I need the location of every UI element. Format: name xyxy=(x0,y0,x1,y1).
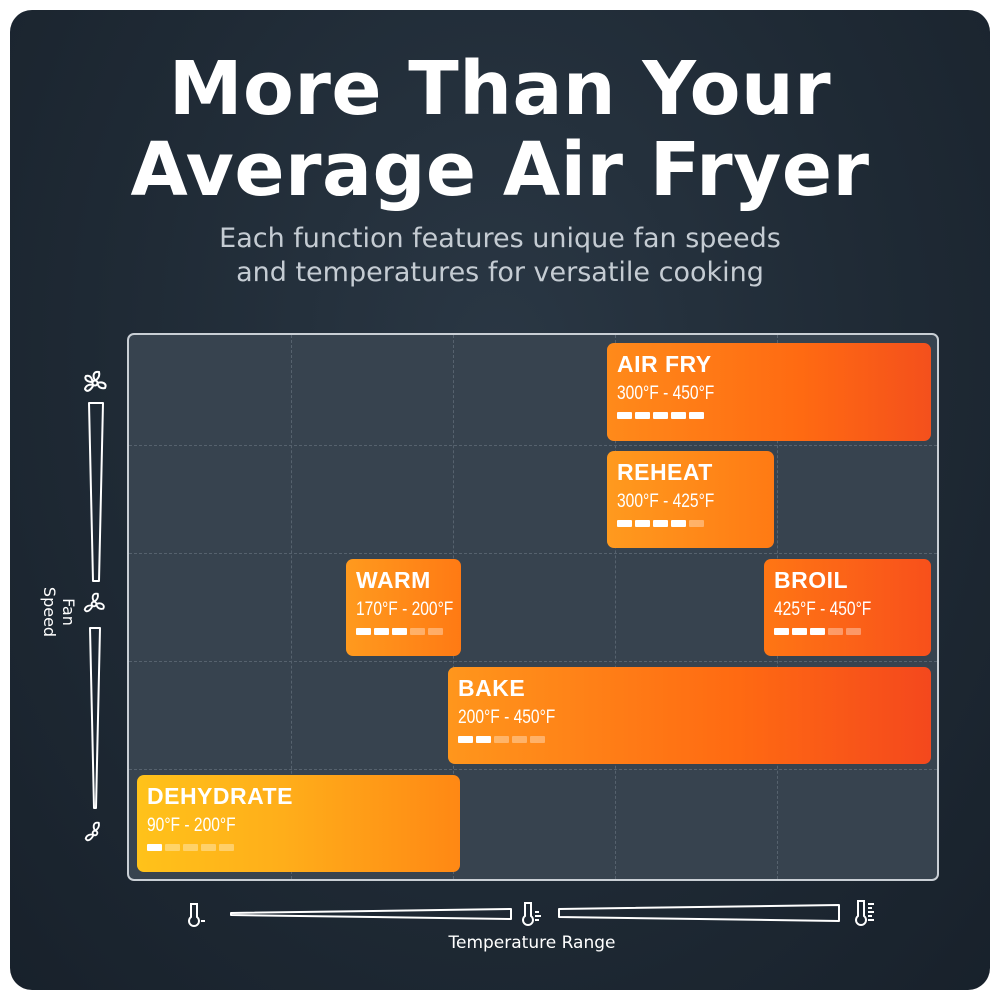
fan-level-segment xyxy=(356,628,371,635)
fan-level-segment xyxy=(846,628,861,635)
grid-line xyxy=(615,335,616,879)
function-name: WARM xyxy=(356,567,431,593)
grid-line xyxy=(291,335,292,879)
fan-level-segment xyxy=(617,412,632,419)
fan-level-segment xyxy=(476,736,491,743)
fan-level-meter xyxy=(617,412,931,419)
function-temp: 170°F - 200°F xyxy=(356,599,454,620)
temperature-wedge-low xyxy=(230,908,512,920)
function-temp: 425°F - 450°F xyxy=(774,599,872,620)
fan-level-segment xyxy=(810,628,825,635)
fan-level-segment xyxy=(165,844,180,851)
fan-level-meter xyxy=(774,628,931,635)
fan-level-segment xyxy=(183,844,198,851)
fan-level-segment xyxy=(530,736,545,743)
fan-level-segment xyxy=(689,520,704,527)
title-line-2: Average Air Fryer xyxy=(130,127,870,213)
function-temp: 90°F - 200°F xyxy=(147,815,236,836)
function-card-air-fry: AIR FRY 300°F - 450°F xyxy=(607,343,931,441)
thermometer-icon xyxy=(188,903,205,927)
x-axis-label: Temperature Range xyxy=(448,933,616,953)
function-card-broil: BROIL 425°F - 450°F xyxy=(764,559,931,656)
fan-level-segment xyxy=(458,736,473,743)
fan-level-segment xyxy=(828,628,843,635)
subtitle-line-1: Each function features unique fan speeds xyxy=(219,223,781,254)
grid-line xyxy=(129,445,937,446)
function-name: DEHYDRATE xyxy=(147,783,293,809)
fan-level-segment xyxy=(147,844,162,851)
fan-icon xyxy=(83,592,105,613)
function-card-bake: BAKE 200°F - 450°F xyxy=(448,667,931,764)
fan-level-segment xyxy=(201,844,216,851)
fan-icon xyxy=(83,370,107,392)
fan-level-segment xyxy=(635,520,650,527)
fan-level-segment xyxy=(671,520,686,527)
function-name: BROIL xyxy=(774,567,849,593)
grid-line xyxy=(129,553,937,554)
fan-level-segment xyxy=(635,412,650,419)
fan-level-segment xyxy=(410,628,425,635)
fan-level-segment xyxy=(617,520,632,527)
function-card-dehydrate: DEHYDRATE 90°F - 200°F xyxy=(137,775,460,872)
fan-level-segment xyxy=(689,412,704,419)
function-card-reheat: REHEAT 300°F - 425°F xyxy=(607,451,774,548)
fan-level-segment xyxy=(774,628,789,635)
function-temp: 300°F - 450°F xyxy=(617,383,715,404)
grid-line xyxy=(129,769,937,770)
y-axis-label: Fan Speed xyxy=(40,586,78,638)
grid-line xyxy=(129,661,937,662)
fan-level-segment xyxy=(512,736,527,743)
fan-level-segment xyxy=(392,628,407,635)
function-name: REHEAT xyxy=(617,459,713,485)
thermometer-icon xyxy=(522,902,541,926)
function-card-warm: WARM 170°F - 200°F xyxy=(346,559,461,656)
fan-level-meter xyxy=(458,736,931,743)
function-name: AIR FRY xyxy=(617,351,712,377)
fan-speed-wedge-high xyxy=(88,402,104,582)
fan-level-segment xyxy=(653,520,668,527)
fan-level-meter xyxy=(356,628,461,635)
fan-level-segment xyxy=(671,412,686,419)
subtitle-line-2: and temperatures for versatile cooking xyxy=(236,257,764,288)
fan-level-segment xyxy=(428,628,443,635)
temperature-wedge-high xyxy=(558,904,840,922)
function-name: BAKE xyxy=(458,675,526,701)
thermometer-icon xyxy=(855,900,874,926)
fan-level-meter xyxy=(147,844,460,851)
fan-level-segment xyxy=(792,628,807,635)
fan-level-segment xyxy=(374,628,389,635)
fan-level-meter xyxy=(617,520,774,527)
fan-level-segment xyxy=(653,412,668,419)
fan-level-segment xyxy=(219,844,234,851)
fan-speed-wedge-low xyxy=(89,627,101,809)
fan-level-segment xyxy=(494,736,509,743)
function-temp: 200°F - 450°F xyxy=(458,707,556,728)
fan-icon xyxy=(84,821,100,842)
title-line-1: More Than Your xyxy=(168,46,832,132)
function-temp: 300°F - 425°F xyxy=(617,491,715,512)
